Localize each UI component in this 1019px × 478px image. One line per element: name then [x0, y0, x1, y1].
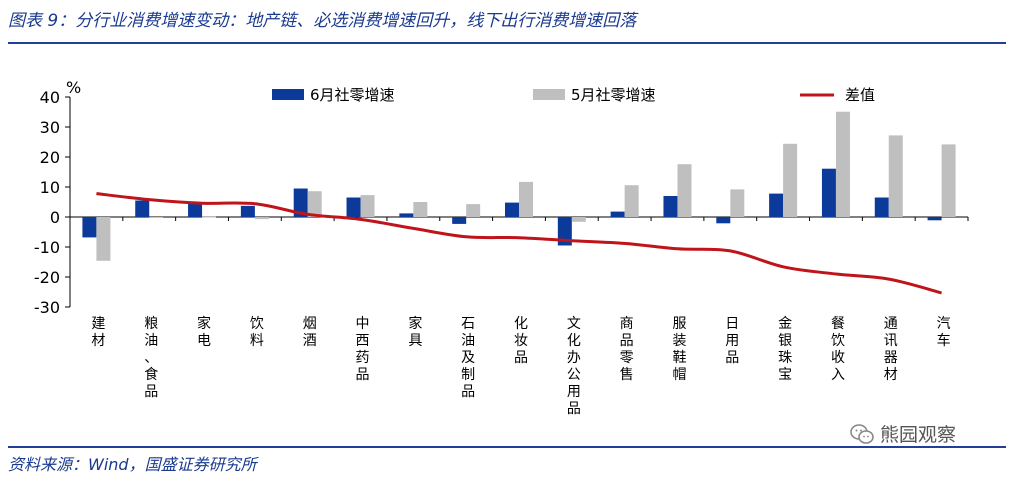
y-tick-label: 40 — [40, 88, 60, 107]
bar-may — [835, 111, 850, 217]
bar-jun — [293, 188, 308, 217]
category-label: 汽车 — [937, 316, 951, 349]
category-label: 金银珠宝 — [778, 316, 792, 383]
category-label: 餐饮收入 — [831, 316, 845, 383]
y-tick-label: -10 — [34, 238, 60, 257]
category-label: 建材 — [91, 316, 105, 349]
bar-may — [149, 217, 164, 218]
figure-title: 图表 9：分行业消费增速变动：地产链、必选消费增速回升，线下出行消费增速回落 — [8, 11, 637, 31]
bar-jun — [874, 197, 889, 217]
legend-label-diff: 差值 — [845, 86, 875, 104]
y-tick-label: 30 — [40, 118, 60, 137]
bar-jun — [821, 168, 836, 217]
diff-line — [96, 192, 942, 295]
bar-may — [254, 217, 269, 220]
category-label: 服装鞋帽 — [672, 316, 686, 383]
bar-jun — [927, 217, 942, 221]
bar-jun — [663, 196, 678, 217]
legend-swatch-may — [533, 89, 565, 100]
category-label: 烟酒 — [303, 316, 317, 349]
bar-jun — [716, 217, 731, 224]
legend-label-jun: 6月社零增速 — [310, 86, 395, 104]
bar-may — [730, 189, 745, 217]
category-label: 日用品 — [725, 316, 739, 366]
y-tick-label: 0 — [50, 208, 60, 227]
bar-may — [96, 217, 111, 261]
watermark: 熊园观察 — [850, 420, 956, 447]
legend: 6月社零增速 5月社零增速 差值 — [272, 86, 875, 104]
diff-line-group — [96, 192, 942, 295]
category-labels: 建材 粮油、食品 家电 饮料 烟酒 中西药品 家具 石油及制品 化妆品 文化办公用品 商品零售 服装鞋… — [91, 315, 950, 417]
bar-may — [783, 143, 798, 217]
bar-jun — [769, 193, 784, 217]
category-label: 粮油、食品 — [144, 316, 158, 400]
category-label: 化妆品 — [514, 316, 528, 366]
bar-jun — [135, 200, 150, 217]
bar-series-group — [82, 111, 956, 261]
top-divider — [8, 42, 1006, 44]
source-note: 资料来源：Wind，国盛证券研究所 — [8, 455, 257, 474]
y-tick-label: -30 — [34, 298, 60, 317]
bar-may — [888, 135, 903, 217]
bar-may — [360, 195, 375, 217]
bar-jun — [399, 213, 414, 217]
bar-may — [466, 204, 481, 217]
bar-may — [307, 191, 322, 217]
bar-jun — [188, 202, 203, 217]
y-tick-label: -20 — [34, 268, 60, 287]
bar-may — [202, 216, 217, 218]
bar-may — [941, 144, 956, 217]
category-label: 商品零售 — [620, 316, 634, 383]
category-label: 文化办公用品 — [567, 316, 581, 417]
legend-item-diff: 差值 — [800, 86, 875, 104]
category-label: 中西药品 — [356, 316, 370, 383]
bar-jun — [557, 217, 572, 246]
y-axis-unit: % — [66, 78, 81, 97]
category-label: 石油及制品 — [461, 316, 475, 400]
bottom-divider — [8, 446, 1006, 448]
bar-may — [624, 185, 639, 217]
category-label: 家电 — [197, 315, 211, 349]
legend-item-jun: 6月社零增速 — [272, 86, 395, 104]
bar-may — [571, 217, 586, 222]
legend-item-may: 5月社零增速 — [533, 86, 656, 104]
bar-jun — [610, 211, 625, 217]
category-label: 家具 — [408, 315, 422, 349]
bar-jun — [346, 197, 361, 217]
y-tick-label: 20 — [40, 148, 60, 167]
bar-jun — [82, 217, 97, 238]
bar-may — [519, 181, 533, 217]
bar-jun — [240, 205, 255, 217]
wechat-icon — [850, 423, 874, 444]
category-label: 饮料 — [250, 316, 264, 349]
y-tick-label: 10 — [40, 178, 60, 197]
bar-jun — [505, 202, 519, 217]
legend-label-may: 5月社零增速 — [571, 86, 656, 104]
bar-may — [677, 164, 692, 217]
y-axis-ticks: 40 30 20 10 0 -10 -20 -30 — [34, 88, 969, 317]
category-label: 通讯器材 — [884, 316, 898, 383]
bar-jun — [452, 217, 467, 224]
watermark-text: 熊园观察 — [880, 424, 957, 446]
legend-swatch-jun — [272, 89, 304, 100]
bar-may — [413, 202, 428, 217]
chart-canvas: 40 30 20 10 0 -10 -20 -30 % 建材 粮油、食品 家电 饮料 烟酒 中西药品 家具… — [34, 78, 969, 417]
